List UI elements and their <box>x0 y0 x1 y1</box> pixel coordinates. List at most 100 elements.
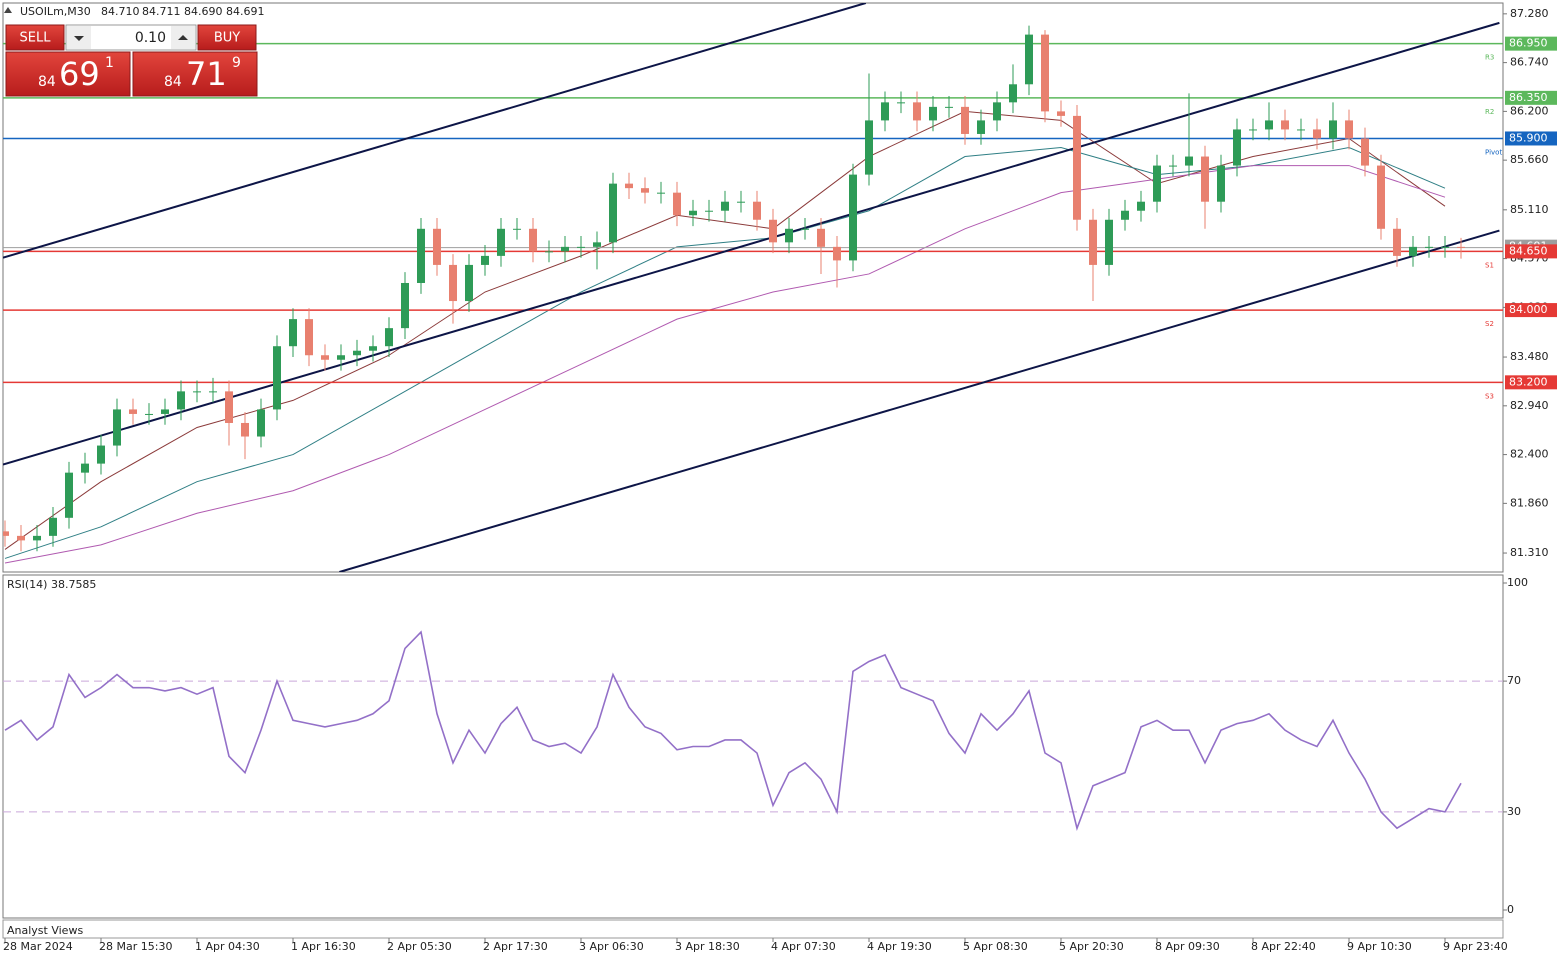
level-name: R3 <box>1485 54 1494 62</box>
level-tag <box>1505 303 1557 318</box>
candle-body <box>145 413 153 415</box>
trendline <box>3 3 867 259</box>
header-symbol: USOILm,M30 <box>20 5 91 18</box>
candle-body <box>753 201 761 220</box>
candle-body <box>33 535 41 541</box>
x-tick-label: 28 Mar 2024 <box>3 940 73 953</box>
x-tick-label: 2 Apr 17:30 <box>483 940 548 953</box>
candle-body <box>561 246 569 252</box>
y-tick-label: 83.480 <box>1510 350 1549 363</box>
x-tick-label: 8 Apr 09:30 <box>1155 940 1220 953</box>
candle-body <box>577 246 585 248</box>
analyst-bar <box>2 919 1504 939</box>
candle-body <box>241 422 249 437</box>
y-tick-label: 70 <box>1507 674 1521 687</box>
candle-body <box>769 219 777 243</box>
candle-body <box>1441 246 1449 248</box>
x-tick-label: 4 Apr 19:30 <box>867 940 932 953</box>
candle-body <box>385 328 393 347</box>
candle-body <box>1377 165 1385 229</box>
buy-price-box[interactable] <box>132 51 258 97</box>
candle-body <box>1265 120 1273 130</box>
x-tick-label: 3 Apr 18:30 <box>675 940 740 953</box>
lot-value[interactable]: 0.10 <box>135 30 166 46</box>
level-tag <box>1505 375 1557 390</box>
x-tick-label: 9 Apr 10:30 <box>1347 940 1412 953</box>
x-tick-label: 2 Apr 05:30 <box>387 940 452 953</box>
sell-text[interactable]: SELL <box>20 31 52 46</box>
candle-body <box>1153 165 1161 202</box>
x-tick-label: 1 Apr 04:30 <box>195 940 260 953</box>
candle-body <box>641 188 649 193</box>
level-label: 86.950 <box>1509 37 1548 50</box>
rsi-panel <box>2 574 1504 919</box>
header-close: 84.691 <box>226 5 265 18</box>
candle-body <box>833 246 841 261</box>
candle-body <box>465 264 473 302</box>
lot-down-icon <box>74 36 84 41</box>
candle-body <box>1457 246 1465 248</box>
candle-body <box>689 210 697 216</box>
level-label: 84.650 <box>1509 244 1548 257</box>
level-label: 83.200 <box>1509 375 1548 388</box>
header-low: 84.690 <box>184 5 223 18</box>
candle-body <box>401 282 409 329</box>
level-tag <box>1505 90 1557 105</box>
level-tag <box>1505 131 1557 146</box>
y-tick-label: 85.110 <box>1510 203 1549 216</box>
candle-body <box>1249 129 1257 131</box>
candle-body <box>1329 120 1337 139</box>
x-tick-label: 3 Apr 06:30 <box>579 940 644 953</box>
rsi-title: RSI(14) 38.7585 <box>7 578 96 591</box>
buy-button[interactable] <box>197 24 257 51</box>
candle-body <box>961 106 969 134</box>
candle-body <box>417 228 425 283</box>
trendline <box>339 229 1500 572</box>
candle-body <box>81 463 89 473</box>
candle-body <box>113 409 121 446</box>
candle-body <box>449 264 457 302</box>
candle-body <box>1217 165 1225 202</box>
candle-body <box>529 228 537 252</box>
header-high: 84.711 <box>142 5 181 18</box>
candle-body <box>1345 120 1353 139</box>
candle-body <box>785 228 793 243</box>
level-name: S2 <box>1485 320 1494 328</box>
candle-body <box>817 228 825 247</box>
y-tick-label: 0 <box>1507 903 1514 916</box>
sell-price-box[interactable] <box>5 51 131 97</box>
candle-body <box>97 445 105 464</box>
candle-body <box>625 183 633 189</box>
y-tick-label: 82.400 <box>1510 448 1549 461</box>
candle-body <box>177 391 185 410</box>
level-tag <box>1505 244 1557 259</box>
candle-body <box>881 102 889 121</box>
candle-body <box>1409 246 1417 256</box>
candle-body <box>129 409 137 414</box>
level-name: S1 <box>1485 261 1494 269</box>
candle-body <box>1425 246 1433 248</box>
candle-body <box>193 391 201 393</box>
trendline <box>3 21 1500 466</box>
y-tick-label: 85.660 <box>1510 153 1549 166</box>
candle-body <box>737 201 745 203</box>
candle-body <box>1169 165 1177 167</box>
y-tick-label: 30 <box>1507 805 1521 818</box>
y-tick-label: 86.200 <box>1510 104 1549 117</box>
candle-body <box>801 228 809 230</box>
candle-body <box>1361 138 1369 166</box>
price-panel <box>2 2 1504 573</box>
x-tick-label: 5 Apr 20:30 <box>1059 940 1124 953</box>
sell-price-pips: 69 <box>59 55 100 93</box>
level-name: S3 <box>1485 392 1494 400</box>
candle-body <box>289 319 297 347</box>
candle-body <box>161 409 169 414</box>
candle-body <box>673 192 681 216</box>
sell-button[interactable] <box>5 24 65 51</box>
candle-body <box>993 102 1001 121</box>
candle-body <box>545 251 553 253</box>
candle-body <box>209 391 217 393</box>
buy-text[interactable]: BUY <box>214 31 240 46</box>
level-tag <box>1505 36 1557 51</box>
candle-body <box>1313 129 1321 139</box>
